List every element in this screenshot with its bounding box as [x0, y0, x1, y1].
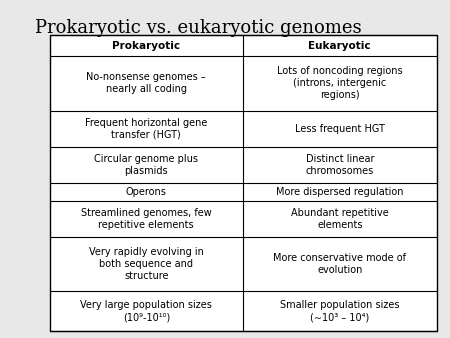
Text: Abundant repetitive
elements: Abundant repetitive elements [291, 208, 389, 230]
Text: More conservative mode of
evolution: More conservative mode of evolution [273, 253, 406, 275]
Text: More dispersed regulation: More dispersed regulation [276, 187, 404, 197]
Text: Smaller population sizes
(∼10³ – 10⁴): Smaller population sizes (∼10³ – 10⁴) [280, 300, 400, 322]
Text: No-nonsense genomes –
nearly all coding: No-nonsense genomes – nearly all coding [86, 72, 206, 94]
Text: Distinct linear
chromosomes: Distinct linear chromosomes [306, 154, 374, 176]
Text: Prokaryotic vs. eukaryotic genomes: Prokaryotic vs. eukaryotic genomes [35, 19, 361, 37]
Text: Operons: Operons [126, 187, 166, 197]
Text: Lots of noncoding regions
(introns, intergenic
regions): Lots of noncoding regions (introns, inte… [277, 67, 403, 100]
Text: Prokaryotic: Prokaryotic [112, 41, 180, 51]
Text: Circular genome plus
plasmids: Circular genome plus plasmids [94, 154, 198, 176]
Text: Very rapidly evolving in
both sequence and
structure: Very rapidly evolving in both sequence a… [89, 247, 204, 281]
Text: Less frequent HGT: Less frequent HGT [295, 124, 385, 134]
Bar [50, 35, 436, 331]
Text: Streamlined genomes, few
repetitive elements: Streamlined genomes, few repetitive elem… [81, 208, 212, 230]
Text: Eukaryotic: Eukaryotic [308, 41, 371, 51]
Text: Frequent horizontal gene
transfer (HGT): Frequent horizontal gene transfer (HGT) [85, 118, 207, 140]
Text: Very large population sizes
(10⁹-10¹⁰): Very large population sizes (10⁹-10¹⁰) [80, 300, 212, 322]
